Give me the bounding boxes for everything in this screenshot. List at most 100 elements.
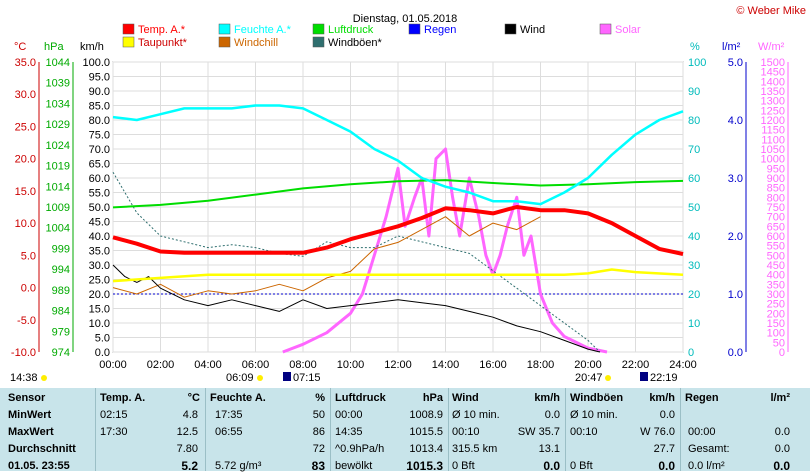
temp-tick-label: 5.0 [21,250,36,262]
pressure-tick-label: 984 [52,306,70,318]
stats-temp-value: 5.2 [181,459,198,473]
stats-header-humidity-unit: % [315,392,325,404]
wind-tick-label: 15.0 [89,304,110,316]
wind-tick-label: 70.0 [89,144,110,156]
stats-gust-value: W 76.0 [640,426,675,438]
stats-pressure-time: ^0.9hPa/h [335,443,385,455]
solar-tick-label: 700 [767,212,785,224]
x-tick-label: 20:00 [574,359,602,371]
series-line-wind [112,264,601,353]
solar-tick-label: 1500 [761,57,785,69]
sunrise-marker [257,375,263,381]
pressure-tick-label: 1039 [46,78,70,90]
axis-unit-header: °C [14,41,26,53]
stats-row-label: MaxWert [8,426,54,438]
pressure-tick-label: 989 [52,285,70,297]
pressure-tick-label: 994 [52,264,70,276]
solar-tick-label: 1250 [761,105,785,117]
humidity-tick-label: 100 [688,57,706,69]
stats-pressure-time: bewölkt [335,460,373,472]
stats-separator [565,388,566,471]
stats-header-pressure-unit: hPa [422,392,443,404]
temp-tick-label: -5.0 [17,315,36,327]
x-tick-label: 12:00 [384,359,412,371]
stats-humidity-value: 72 [312,443,325,455]
stats-header-sensor: Sensor [8,392,46,404]
stats-wind-direction: SW 35.7 [517,426,560,438]
solar-tick-label: 500 [767,250,785,262]
series-line-solar [282,147,608,354]
pressure-tick-label: 1044 [46,57,70,69]
stats-separator [680,388,681,471]
x-tick-label: 18:00 [527,359,555,371]
rain-tick-label: 3.0 [728,173,743,185]
solar-tick-label: 200 [767,308,785,320]
wind-tick-label: 35.0 [89,246,110,258]
stats-gust-value: 0.0 [659,409,675,421]
stats-temp-time: 02:15 [100,409,128,421]
series-line-windchill [112,216,541,298]
legend-swatch [312,36,325,48]
solar-tick-label: 1150 [761,125,785,137]
stats-row-label: 01.05. 23:55 [8,460,70,472]
axis-unit-header: hPa [44,41,64,53]
pressure-tick-label: 974 [52,347,70,359]
pressure-tick-label: 1004 [46,223,70,235]
wind-tick-label: 45.0 [89,217,110,229]
stats-wind-time: 315.5 km [452,443,498,455]
legend-swatch [122,23,135,35]
stats-temp-value: 4.8 [182,409,198,421]
wind-tick-label: 30.0 [89,260,110,272]
temp-tick-label: 0.0 [21,283,36,295]
sunset-label: 20:47 [575,372,603,384]
temp-tick-label: 15.0 [15,186,36,198]
wind-tick-label: 55.0 [89,188,110,200]
pressure-tick-label: 1009 [46,202,70,214]
humidity-tick-label: 50 [688,202,700,214]
x-tick-label: 22:00 [622,359,650,371]
solar-tick-label: 1200 [761,115,785,127]
stats-humidity-time: 5.72 g/m³ [215,460,262,472]
solar-tick-label: 1450 [761,67,785,79]
stats-header-temp: Temp. A. [100,392,146,404]
legend-label: Solar [615,24,641,36]
solar-tick-label: 300 [767,289,785,301]
pressure-tick-label: 1019 [46,161,70,173]
stats-wind-time: 00:10 [452,426,480,438]
stats-wind-time: Ø 10 min. [452,409,500,421]
rain-tick-label: 4.0 [728,115,743,127]
solar-tick-label: 0 [779,347,785,359]
stats-wind-value: 0.0 [544,409,560,421]
wind-tick-label: 5.0 [95,333,110,345]
stats-rain-time: Gesamt: [688,443,730,455]
solar-tick-label: 550 [767,241,785,253]
stats-header-gust-unit: km/h [649,392,675,404]
stats-wind-value: 13.1 [538,443,560,455]
stats-humidity-time: 06:55 [215,426,243,438]
wind-tick-label: 60.0 [89,173,110,185]
legend-swatch [218,36,231,48]
legend-label: Windchill [234,37,278,49]
legend-swatch [599,23,612,35]
solar-tick-label: 600 [767,231,785,243]
solar-tick-label: 900 [767,173,785,185]
series-line-luftdruck [112,179,684,209]
stats-header-rain: Regen [685,392,719,404]
stats-pressure-value: 1015.3 [406,459,443,473]
sunrise-label: 06:09 [226,372,254,384]
x-tick-label: 16:00 [479,359,507,371]
pressure-tick-label: 1034 [46,98,70,110]
stats-header-humidity: Feuchte A. [210,392,266,404]
stats-rain-value: 0.0 [774,443,790,455]
series-line-temp-a [112,205,684,256]
statistics-panel: Sensor Temp. A. °C Feuchte A.% Luftdruck hPa W… [0,388,810,473]
stats-rain-time: 0.0 l/m² [688,460,725,472]
stats-pressure-value: 1008.9 [409,409,443,421]
stats-header-rain-unit: l/m² [770,392,790,404]
rain-tick-label: 2.0 [728,231,743,243]
solar-tick-label: 150 [767,318,785,330]
stats-pressure-value: 1013.4 [409,443,443,455]
axis-unit-header: l/m² [722,41,741,53]
legend-label: Windböen* [328,37,383,49]
stats-pressure-time: 14:35 [335,426,363,438]
